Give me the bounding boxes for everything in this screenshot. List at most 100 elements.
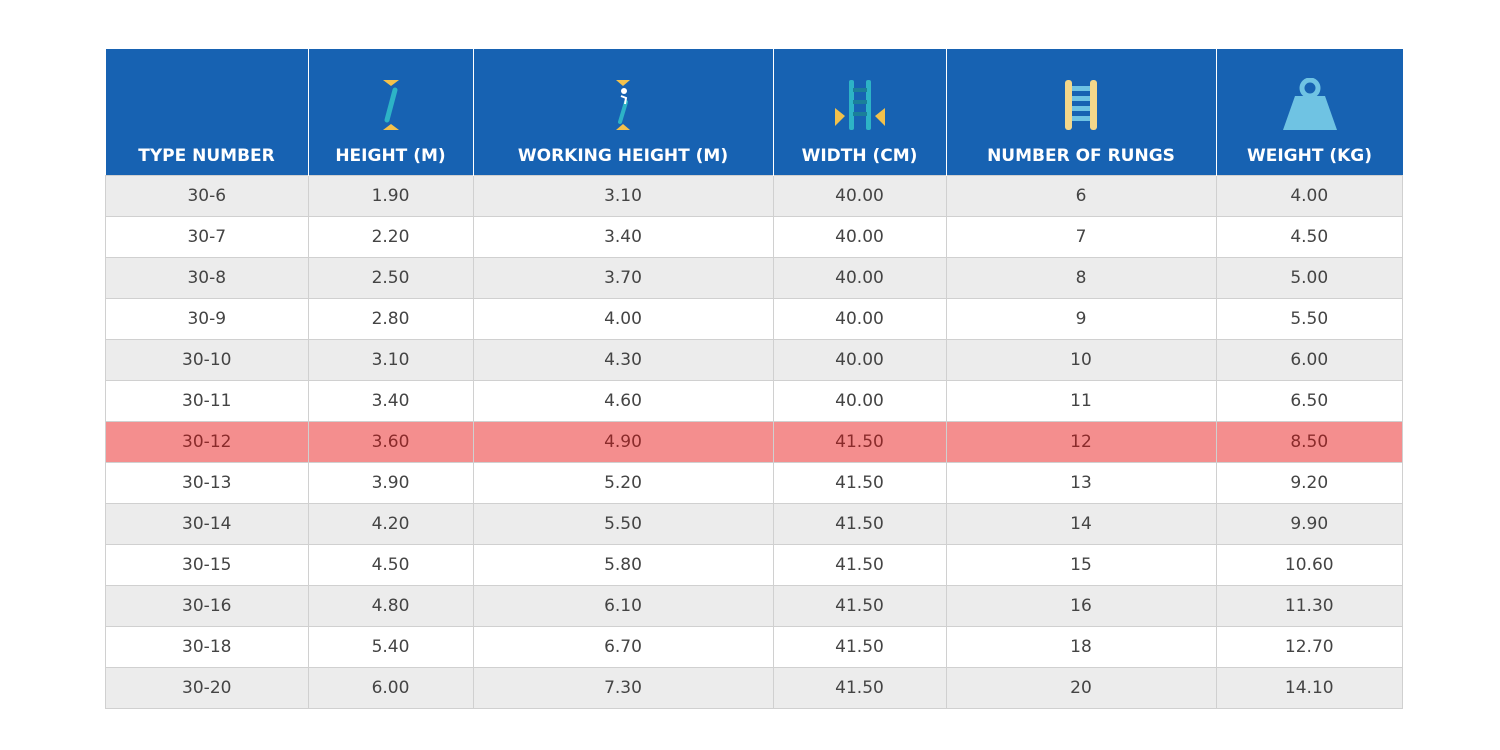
column-header: NUMBER OF RUNGS — [945, 49, 1216, 176]
table-cell: 5.80 — [472, 544, 774, 586]
table-cell: 7 — [945, 216, 1217, 258]
table-cell: 9.20 — [1215, 462, 1403, 504]
table-cell: 6 — [945, 175, 1217, 217]
table-cell: 4.20 — [307, 503, 474, 545]
column-header: WIDTH (CM) — [772, 49, 946, 176]
table-cell: 6.50 — [1215, 380, 1403, 422]
spec-table: TYPE NUMBER HEIGHT (M) WORKING HEIGHT (M) W… — [105, 49, 1403, 709]
table-cell: 40.00 — [772, 380, 947, 422]
table-row: 30-7 2.20 3.40 40.00 7 4.50 — [105, 216, 1403, 258]
table-cell: 30-13 — [105, 462, 309, 504]
table-cell: 40.00 — [772, 339, 947, 381]
header-text: WIDTH (CM) — [801, 146, 918, 166]
header-icon — [1282, 78, 1337, 130]
table-row: 30-14 4.20 5.50 41.50 14 9.90 — [105, 503, 1403, 545]
table-cell: 5.20 — [472, 462, 774, 504]
table-cell: 41.50 — [772, 667, 947, 709]
table-row: 30-6 1.90 3.10 40.00 6 4.00 — [105, 175, 1403, 217]
table-cell: 3.10 — [307, 339, 474, 381]
table-cell: 4.30 — [472, 339, 774, 381]
table-cell: 11 — [945, 380, 1217, 422]
table-cell: 41.50 — [772, 462, 947, 504]
table-cell: 30-12 — [105, 421, 309, 463]
table-row: 30-10 3.10 4.30 40.00 10 6.00 — [105, 339, 1403, 381]
table-cell: 3.60 — [307, 421, 474, 463]
table-cell: 30-16 — [105, 585, 309, 627]
table-cell: 30-14 — [105, 503, 309, 545]
table-cell: 30-8 — [105, 257, 309, 299]
table-cell: 18 — [945, 626, 1217, 668]
table-cell: 30-18 — [105, 626, 309, 668]
table-cell: 14.10 — [1215, 667, 1403, 709]
table-cell: 40.00 — [772, 175, 947, 217]
header-text: WORKING HEIGHT (M) — [517, 146, 729, 166]
table-cell: 4.00 — [472, 298, 774, 340]
table-cell: 16 — [945, 585, 1217, 627]
table-cell: 30-10 — [105, 339, 309, 381]
table-cell: 3.40 — [472, 216, 774, 258]
table-cell: 6.10 — [472, 585, 774, 627]
header-text: TYPE NUMBER — [138, 146, 275, 166]
table-cell: 2.80 — [307, 298, 474, 340]
table-cell: 30-15 — [105, 544, 309, 586]
table-cell: 40.00 — [772, 298, 947, 340]
table-cell: 30-11 — [105, 380, 309, 422]
table-cell: 30-7 — [105, 216, 309, 258]
table-row: 30-12 3.60 4.90 41.50 12 8.50 — [105, 421, 1403, 463]
table-cell: 3.90 — [307, 462, 474, 504]
table-cell: 40.00 — [772, 257, 947, 299]
table-cell: 5.50 — [1215, 298, 1403, 340]
table-cell: 10.60 — [1215, 544, 1403, 586]
table-cell: 11.30 — [1215, 585, 1403, 627]
header-text: NUMBER OF RUNGS — [987, 146, 1175, 166]
table-cell: 4.60 — [472, 380, 774, 422]
table-cell: 41.50 — [772, 421, 947, 463]
table-cell: 1.90 — [307, 175, 474, 217]
table-row: 30-20 6.00 7.30 41.50 20 14.10 — [105, 667, 1403, 709]
table-cell: 9.90 — [1215, 503, 1403, 545]
table-cell: 41.50 — [772, 503, 947, 545]
table-cell: 12.70 — [1215, 626, 1403, 668]
table-cell: 2.20 — [307, 216, 474, 258]
column-header: HEIGHT (M) — [307, 49, 473, 176]
table-row: 30-11 3.40 4.60 40.00 11 6.50 — [105, 380, 1403, 422]
table-cell: 40.00 — [772, 216, 947, 258]
table-cell: 7.30 — [472, 667, 774, 709]
table-cell: 6.00 — [1215, 339, 1403, 381]
table-cell: 4.00 — [1215, 175, 1403, 217]
table-cell: 4.90 — [472, 421, 774, 463]
header-icon — [382, 80, 399, 130]
table-cell: 3.70 — [472, 257, 774, 299]
table-cell: 3.10 — [472, 175, 774, 217]
table-row: 30-18 5.40 6.70 41.50 18 12.70 — [105, 626, 1403, 668]
header-text: HEIGHT (M) — [335, 146, 446, 166]
header-icon — [616, 80, 630, 130]
table-cell: 41.50 — [772, 626, 947, 668]
table-row: 30-9 2.80 4.00 40.00 9 5.50 — [105, 298, 1403, 340]
table-cell: 8 — [945, 257, 1217, 299]
table-cell: 30-20 — [105, 667, 309, 709]
table-cell: 5.40 — [307, 626, 474, 668]
header-icon — [834, 80, 885, 130]
table-cell: 13 — [945, 462, 1217, 504]
table-cell: 12 — [945, 421, 1217, 463]
table-cell: 14 — [945, 503, 1217, 545]
table-cell: 8.50 — [1215, 421, 1403, 463]
table-cell: 30-9 — [105, 298, 309, 340]
table-cell: 5.50 — [472, 503, 774, 545]
table-cell: 5.00 — [1215, 257, 1403, 299]
table-row: 30-16 4.80 6.10 41.50 16 11.30 — [105, 585, 1403, 627]
column-header: WEIGHT (KG) — [1215, 49, 1403, 176]
table-cell: 41.50 — [772, 585, 947, 627]
table-row: 30-13 3.90 5.20 41.50 13 9.20 — [105, 462, 1403, 504]
table-cell: 4.80 — [307, 585, 474, 627]
table-row: 30-8 2.50 3.70 40.00 8 5.00 — [105, 257, 1403, 299]
header-text: WEIGHT (KG) — [1246, 146, 1373, 166]
table-cell: 10 — [945, 339, 1217, 381]
table-cell: 6.70 — [472, 626, 774, 668]
table-cell: 41.50 — [772, 544, 947, 586]
table-cell: 3.40 — [307, 380, 474, 422]
table-cell: 6.00 — [307, 667, 474, 709]
table-cell: 15 — [945, 544, 1217, 586]
